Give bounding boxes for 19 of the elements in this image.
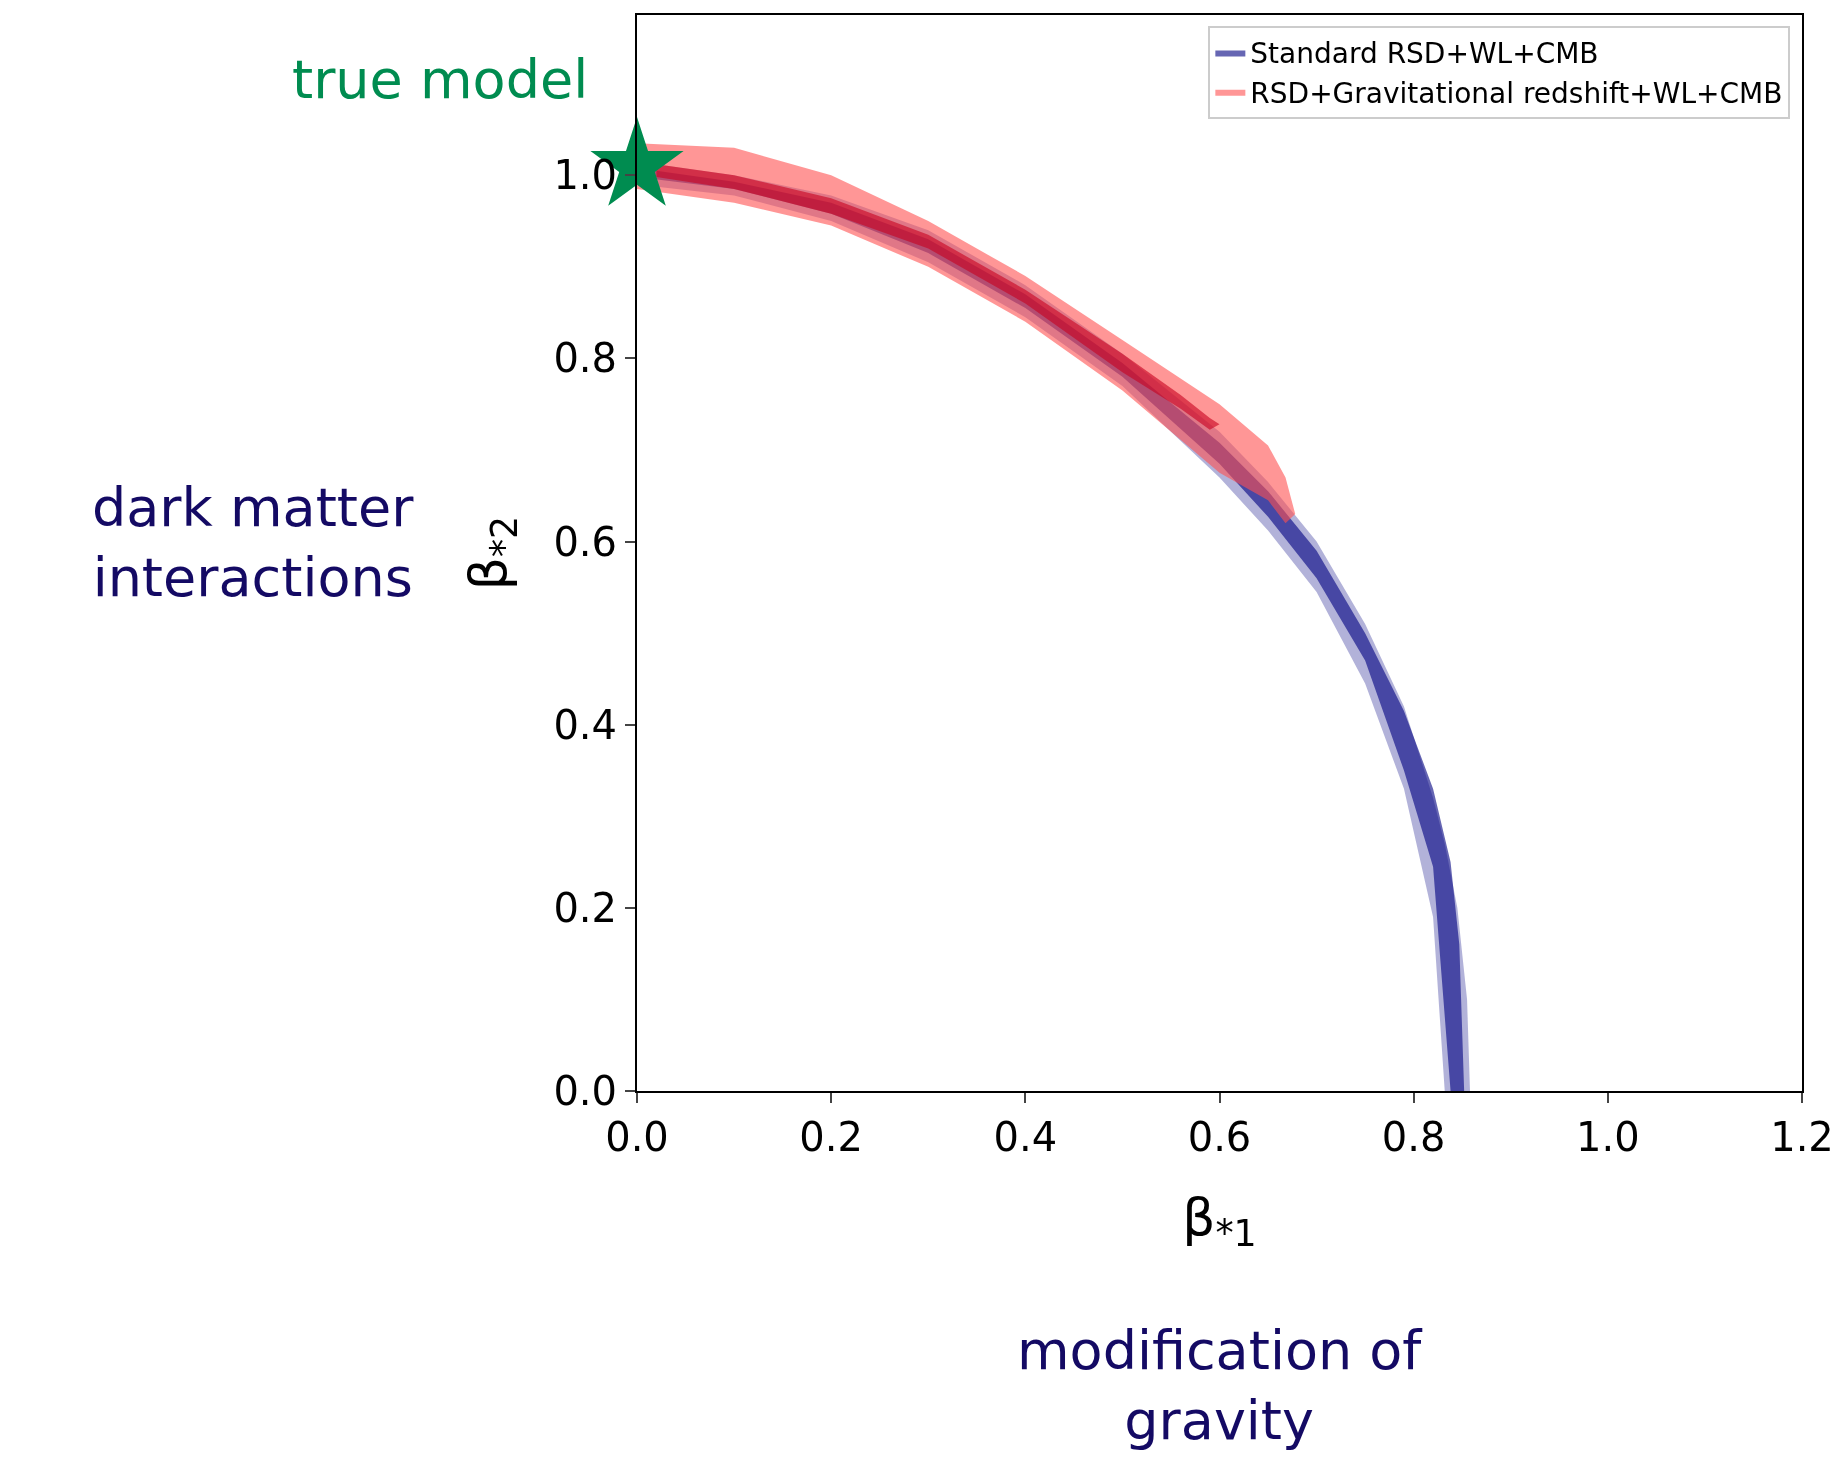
x-tick-label: 0.8 — [1381, 1114, 1446, 1160]
y-tick-label: 0.2 — [553, 884, 617, 931]
x-tick-label: 0.0 — [605, 1114, 669, 1160]
text: modification of gravity — [1017, 1319, 1424, 1453]
x-axis-title: β$_{*1}$ — [1182, 1187, 1257, 1256]
legend-label: RSD+Gravitational redshift+WL+CMB — [1250, 76, 1783, 110]
text: true model — [292, 48, 589, 111]
y-tick-label: 0.6 — [553, 518, 617, 565]
y-tick-label: 0.4 — [553, 701, 617, 748]
x-tick-label: 0.2 — [799, 1114, 863, 1160]
x-tick-label: 0.6 — [1187, 1114, 1252, 1160]
y-tick-label: 0.8 — [553, 335, 617, 382]
x-tick-label: 0.4 — [993, 1114, 1058, 1160]
y-tick-label: 0.0 — [553, 1068, 617, 1114]
text: dark matter interactions — [92, 476, 415, 610]
x-tick-label: 1.0 — [1576, 1114, 1640, 1160]
x-tick-label: 1.2 — [1770, 1114, 1834, 1160]
y-tick-label: 1.0 — [553, 152, 617, 199]
legend-label: Standard RSD+WL+CMB — [1250, 37, 1599, 71]
